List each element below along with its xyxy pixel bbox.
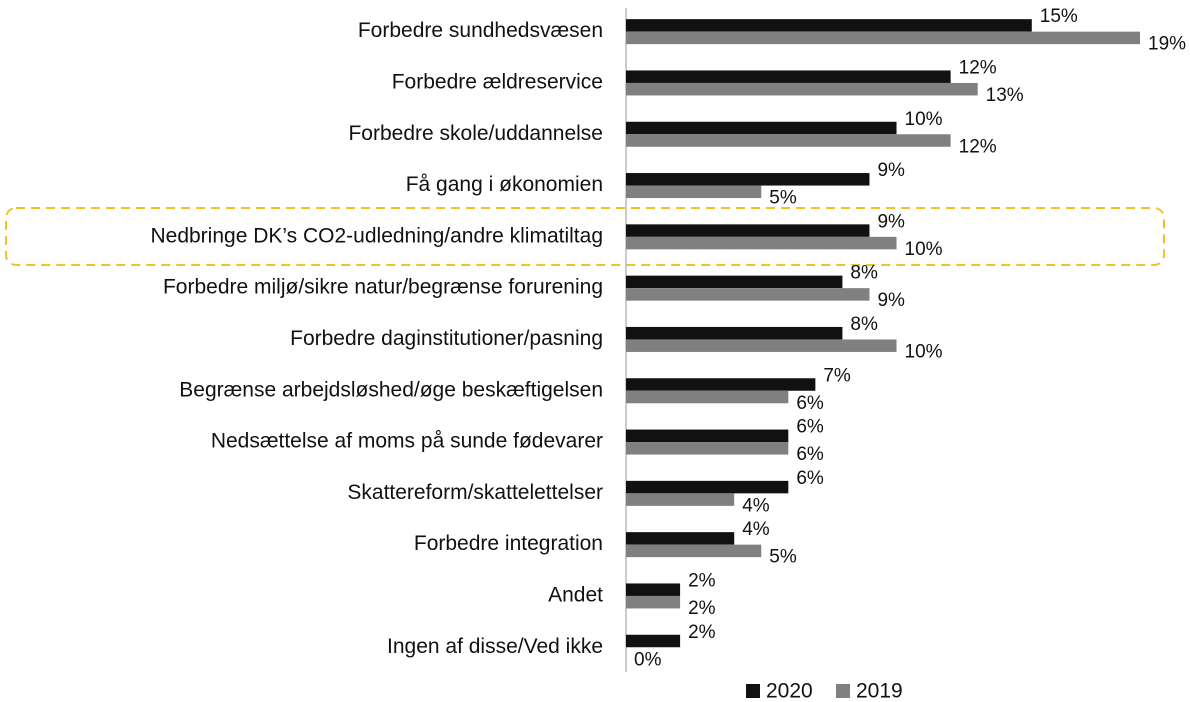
- bar: [626, 429, 789, 443]
- data-label: 10%: [905, 341, 943, 362]
- bar: [626, 275, 843, 289]
- bar: [626, 493, 735, 506]
- legend-label: 2020: [766, 680, 813, 702]
- y-tick-label: Forbedre sundhedsvæsen: [358, 19, 603, 42]
- bar: [626, 185, 762, 199]
- bar: [626, 595, 681, 609]
- y-tick-label: Nedbringe DK’s CO2-udledning/andre klima…: [150, 224, 603, 247]
- bar: [626, 390, 789, 404]
- data-label: 8%: [850, 314, 878, 335]
- legend-label: 2019: [856, 680, 903, 702]
- data-label: 10%: [905, 109, 943, 130]
- bar: [626, 173, 870, 186]
- y-tick-label: Forbedre ældreservice: [392, 70, 603, 93]
- bar: [626, 480, 789, 494]
- data-label: 10%: [905, 239, 943, 260]
- data-label: 0%: [634, 649, 662, 670]
- y-tick-label: Ingen af disse/Ved ikke: [387, 635, 603, 658]
- bar: [626, 19, 1032, 32]
- data-label: 13%: [986, 85, 1024, 106]
- legend-swatch: [836, 684, 850, 698]
- bar: [626, 288, 870, 301]
- highlight-box: [5, 207, 1165, 266]
- y-tick-label: Skattereform/skattelettelser: [347, 481, 603, 504]
- data-label: 4%: [742, 519, 770, 540]
- data-label: 12%: [959, 136, 997, 157]
- y-tick-label: Forbedre miljø/sikre natur/begrænse foru…: [163, 276, 603, 299]
- bar: [626, 31, 1140, 45]
- bar: [626, 134, 951, 147]
- data-label: 9%: [877, 211, 905, 232]
- y-tick-label: Få gang i økonomien: [406, 173, 603, 196]
- data-label: 5%: [769, 547, 797, 568]
- data-label: 9%: [877, 160, 905, 181]
- data-label: 7%: [823, 365, 851, 386]
- y-tick-label: Andet: [548, 583, 603, 606]
- data-label: 19%: [1148, 34, 1186, 55]
- data-label: 5%: [769, 188, 797, 209]
- bar: [626, 70, 951, 83]
- data-label: 15%: [1040, 6, 1078, 27]
- data-label: 6%: [796, 468, 824, 489]
- bar: [626, 378, 816, 391]
- y-tick-label: Begrænse arbejdsløshed/øge beskæftigelse…: [179, 378, 603, 401]
- y-tick-label: Forbedre skole/uddannelse: [348, 122, 603, 145]
- data-label: 2%: [688, 622, 716, 643]
- bar: [626, 236, 897, 250]
- bar: [626, 442, 789, 455]
- y-tick-label: Nedsættelse af moms på sunde fødevarer: [211, 430, 603, 453]
- bar: [626, 634, 681, 648]
- data-label: 12%: [959, 57, 997, 78]
- bar: [626, 224, 870, 237]
- data-label: 6%: [796, 393, 824, 414]
- bar: [626, 583, 681, 596]
- data-label: 6%: [796, 417, 824, 438]
- legend-swatch: [746, 684, 760, 698]
- bar: [626, 121, 897, 135]
- bar: [626, 339, 897, 352]
- data-label: 4%: [742, 495, 770, 516]
- data-label: 2%: [688, 570, 716, 591]
- bar: [626, 326, 843, 340]
- data-label: 6%: [796, 444, 824, 465]
- bar: [626, 532, 735, 545]
- data-label: 9%: [877, 290, 905, 311]
- data-label: 8%: [850, 263, 878, 284]
- bar: [626, 82, 978, 96]
- bar: [626, 544, 762, 558]
- data-label: 2%: [688, 598, 716, 619]
- y-tick-label: Forbedre daginstitutioner/pasning: [290, 327, 603, 350]
- y-tick-label: Forbedre integration: [414, 532, 603, 555]
